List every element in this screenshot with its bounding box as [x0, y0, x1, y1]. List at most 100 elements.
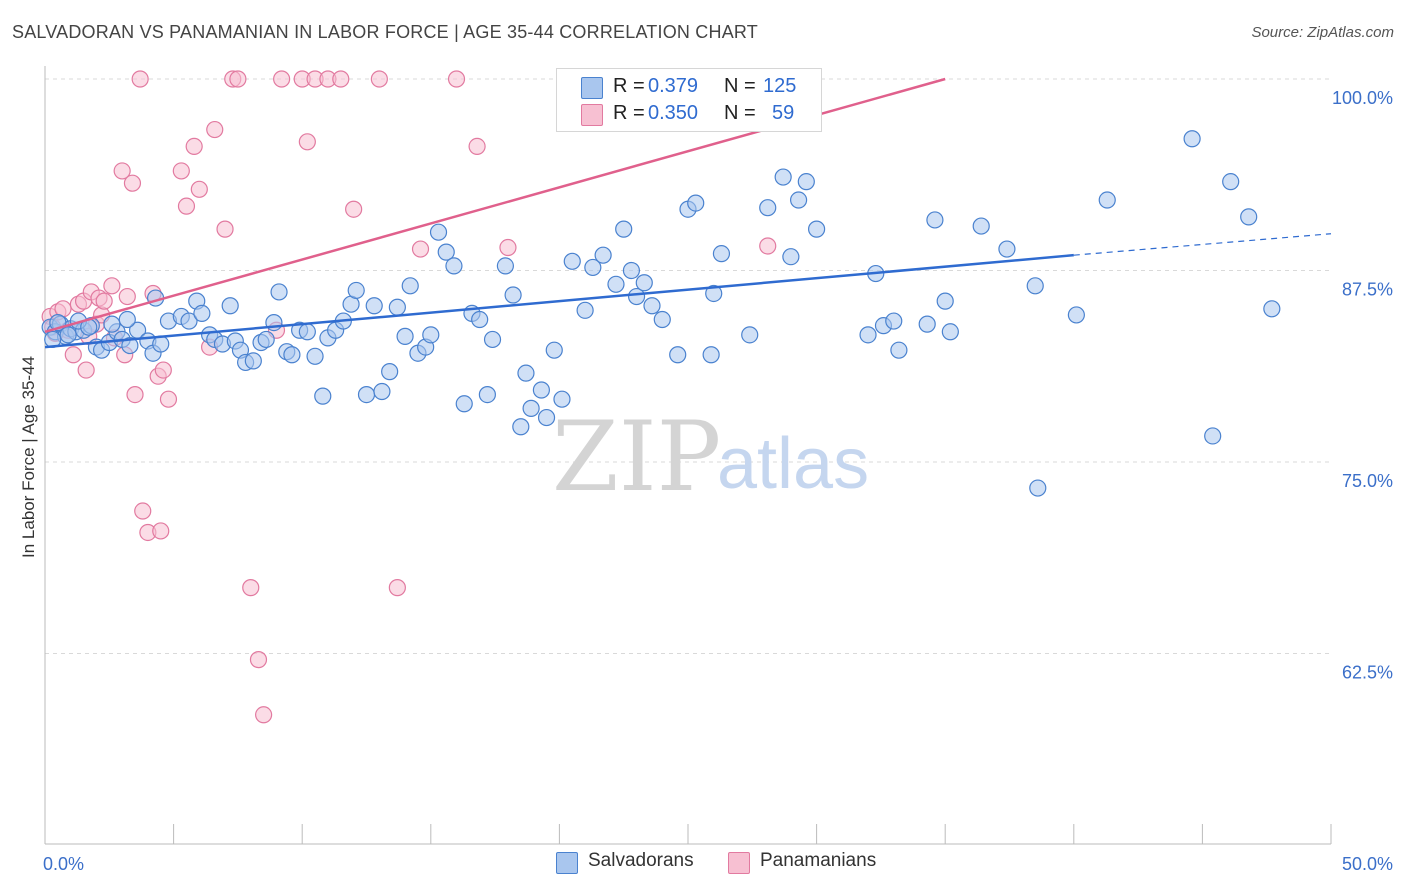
data-point: [859, 326, 877, 344]
data-point: [103, 277, 121, 295]
data-point: [512, 418, 530, 436]
data-point: [121, 336, 139, 355]
data-point: [357, 385, 376, 404]
data-point: [774, 168, 792, 186]
data-point: [545, 341, 563, 359]
data-point: [468, 137, 486, 156]
bottom-legend-swatch-blue: [556, 852, 578, 874]
y-tick-labels: 62.5% 75.0% 87.5% 100.0%: [1332, 88, 1393, 683]
data-point: [64, 346, 82, 364]
data-point: [635, 274, 653, 292]
data-point: [193, 304, 211, 322]
data-point: [422, 326, 440, 344]
data-point: [1204, 427, 1222, 445]
legend-r-label: R =: [613, 102, 645, 124]
data-point: [401, 277, 419, 295]
data-point: [314, 387, 332, 405]
x-tick-label: 50.0%: [1342, 854, 1393, 874]
data-point: [381, 363, 399, 381]
data-point: [1067, 306, 1085, 324]
data-point: [705, 284, 723, 303]
data-point: [789, 191, 808, 209]
data-point: [607, 275, 625, 293]
data-point: [126, 385, 144, 404]
data-point: [447, 70, 466, 88]
data-point: [627, 287, 646, 306]
data-point: [972, 217, 990, 235]
data-point: [653, 310, 671, 329]
data-point: [388, 579, 406, 597]
data-point: [283, 346, 301, 364]
data-point: [373, 382, 391, 401]
data-point: [298, 323, 316, 341]
legend-r-value: 0.379: [648, 75, 699, 97]
data-point: [445, 257, 463, 275]
data-point: [172, 162, 190, 180]
data-point: [77, 361, 95, 379]
data-point: [298, 133, 316, 151]
data-point: [584, 258, 602, 277]
bottom-legend-label: Salvadorans: [588, 850, 694, 871]
data-point: [807, 220, 826, 238]
data-point: [103, 315, 121, 333]
data-point: [123, 174, 142, 192]
data-point: [1263, 300, 1281, 318]
series-panamanians: [41, 70, 777, 724]
legend-row-panamanians: R = 0.350 N = 59: [557, 102, 821, 128]
data-point: [918, 315, 936, 333]
data-point: [206, 120, 224, 139]
y-tick-label: 75.0%: [1342, 471, 1393, 491]
data-point: [118, 310, 136, 329]
data-point: [1098, 191, 1116, 209]
data-point: [437, 243, 455, 261]
source-note: Source: ZipAtlas.com: [1251, 24, 1394, 41]
data-point: [244, 352, 262, 370]
data-point: [797, 173, 815, 191]
data-point: [347, 281, 365, 300]
data-point: [152, 522, 170, 540]
data-point: [702, 346, 720, 364]
data-point: [483, 330, 502, 349]
data-point: [669, 346, 687, 364]
data-point: [216, 220, 234, 238]
data-point: [496, 257, 514, 275]
data-point: [242, 579, 260, 597]
data-point: [345, 200, 363, 218]
data-point: [687, 194, 705, 212]
data-point: [159, 390, 178, 408]
data-point: [190, 180, 208, 198]
data-point: [537, 408, 556, 427]
bottom-legend-label: Panamanians: [760, 850, 877, 871]
data-point: [255, 706, 273, 724]
data-point: [134, 502, 152, 520]
data-point: [504, 286, 522, 304]
data-point: [782, 248, 800, 266]
data-point: [936, 292, 954, 310]
data-point: [229, 70, 247, 88]
data-point: [177, 197, 196, 215]
watermark-atlas: atlas: [717, 424, 869, 504]
data-point: [257, 330, 275, 349]
data-point: [741, 326, 759, 344]
data-point: [185, 137, 203, 156]
y-tick-label: 100.0%: [1332, 88, 1393, 108]
y-tick-label: 62.5%: [1342, 663, 1393, 683]
stats-legend: R = 0.379 N = 125 R = 0.350 N = 59: [556, 68, 822, 132]
trend-line-salvadorans-extension: [1073, 233, 1332, 256]
legend-n-label: N =: [724, 75, 756, 97]
data-point: [113, 162, 131, 180]
data-point: [221, 297, 239, 315]
legend-swatch-blue: [581, 77, 603, 99]
data-point: [118, 287, 136, 306]
data-point: [712, 245, 731, 263]
data-point: [890, 341, 908, 359]
data-point: [1183, 130, 1201, 148]
data-point: [1240, 208, 1258, 226]
data-point: [522, 399, 540, 417]
series-salvadorans: [41, 130, 1281, 497]
data-point: [270, 283, 288, 301]
data-point: [59, 326, 77, 344]
data-point: [478, 385, 496, 404]
gridlines: [45, 78, 1331, 654]
data-point: [1029, 479, 1047, 497]
